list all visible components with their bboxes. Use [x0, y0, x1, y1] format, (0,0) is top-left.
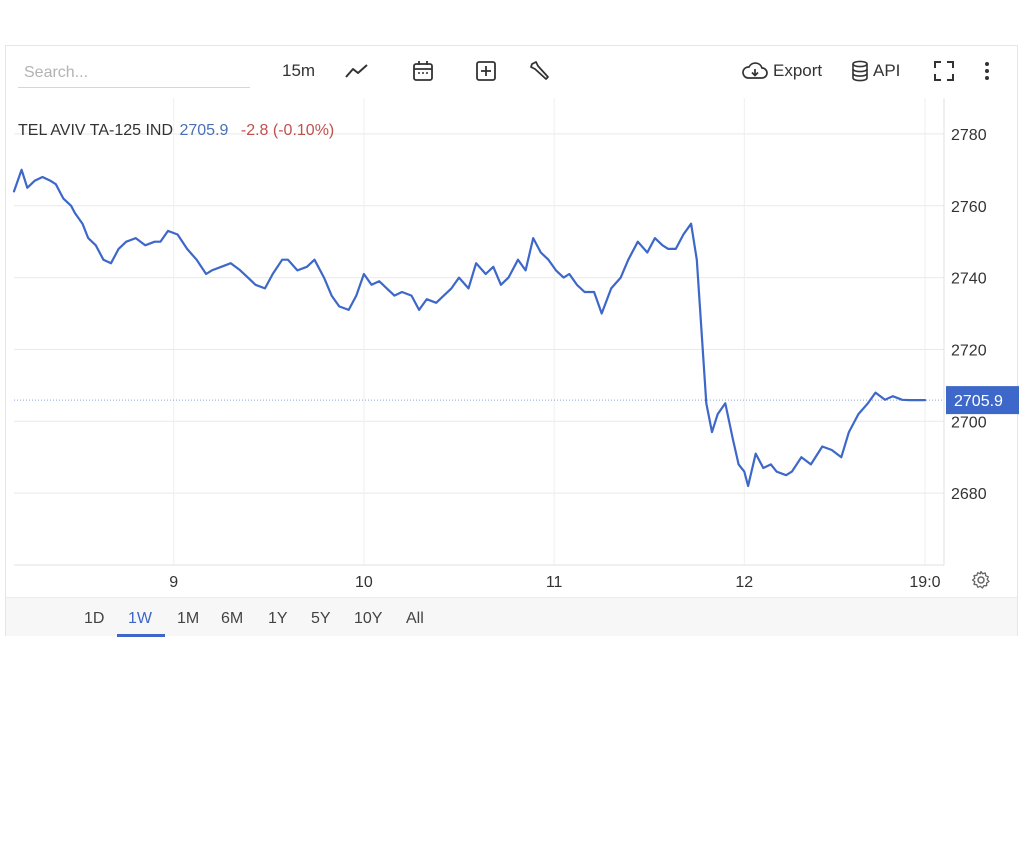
wrench-icon: [530, 61, 549, 80]
fullscreen-button[interactable]: [932, 58, 956, 84]
settings-gear-icon[interactable]: [971, 570, 991, 590]
api-label: API: [873, 61, 901, 80]
x-tick-label: 19:0: [909, 574, 940, 591]
range-button-1y[interactable]: 1Y: [268, 610, 288, 627]
y-tick-label: 2780: [951, 127, 987, 144]
ticker-header: TEL AVIV TA-125 IND 2705.9 -2.8 (-0.10%): [18, 122, 334, 140]
last-price-tag: [946, 386, 1019, 415]
database-icon: [852, 60, 868, 82]
y-tick-label: 2680: [951, 486, 987, 503]
calendar-button[interactable]: [412, 58, 434, 84]
x-tick-label: 11: [546, 574, 563, 591]
ticker-change: -2.8 (-0.10%): [240, 122, 335, 139]
x-tick-label: 10: [355, 574, 373, 591]
line-chart-icon: [345, 64, 368, 78]
api-button[interactable]: API: [851, 58, 900, 84]
y-tick-label: 2740: [951, 271, 987, 288]
kebab-menu-icon: [985, 62, 989, 80]
chart-type-button[interactable]: [344, 58, 370, 84]
y-tick-label: 2720: [951, 342, 987, 359]
price-chart[interactable]: 2680 2700 2720 2740 2760 2780 9 10 11 12 19:0 2705.…: [6, 46, 1019, 596]
tools-button[interactable]: [528, 58, 552, 84]
interval-button[interactable]: 15m: [282, 58, 315, 84]
x-tick-label: 12: [735, 574, 753, 591]
y-tick-label: 2760: [951, 199, 987, 216]
chart-widget: 15m: [5, 45, 1019, 637]
toolbar: 15m: [6, 46, 1017, 96]
cloud-download-icon: [742, 62, 768, 79]
range-button-5y[interactable]: 5Y: [311, 610, 331, 627]
more-menu-button[interactable]: [983, 58, 991, 84]
y-tick-label: 2700: [951, 414, 987, 431]
export-label: Export: [773, 61, 823, 80]
search-input[interactable]: [18, 58, 250, 88]
ticker-name: TEL AVIV TA-125 IND: [18, 122, 174, 139]
range-button-1m[interactable]: 1M: [177, 610, 200, 627]
x-tick-label: 9: [169, 574, 178, 591]
expand-icon: [934, 61, 954, 81]
range-button-1d[interactable]: 1D: [84, 610, 105, 627]
range-button-all[interactable]: All: [406, 610, 424, 627]
plus-square-icon: [476, 61, 496, 81]
export-button[interactable]: Export: [741, 58, 822, 84]
range-button-1w[interactable]: 1W: [128, 610, 152, 627]
interval-label: 15m: [282, 61, 316, 80]
calendar-icon: [413, 61, 433, 81]
price-series-line: [12, 168, 927, 488]
active-range-underline: [117, 634, 165, 637]
last-price-tag-label: 2705.9: [954, 393, 1003, 410]
range-footer: 1D 1W 1M 6M 1Y 5Y 10Y All: [6, 570, 1017, 637]
ticker-last-price: 2705.9: [179, 122, 229, 139]
range-button-6m[interactable]: 6M: [221, 610, 244, 627]
add-indicator-button[interactable]: [475, 58, 497, 84]
range-button-10y[interactable]: 10Y: [354, 610, 383, 627]
